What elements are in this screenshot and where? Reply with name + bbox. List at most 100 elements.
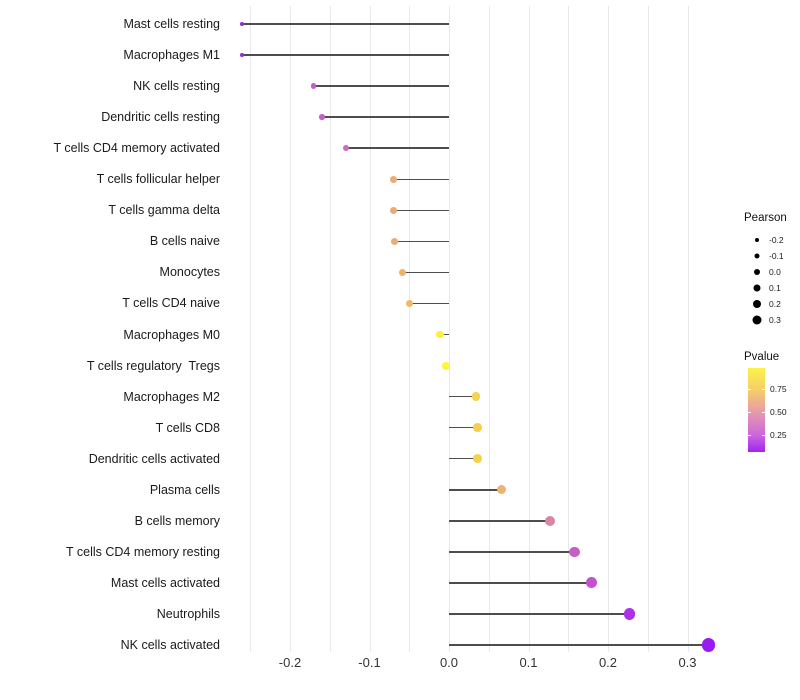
row-label: T cells follicular helper bbox=[96, 172, 220, 187]
legend-pvalue: Pvalue 0.75 0.50 0.25 bbox=[744, 351, 800, 452]
gridline bbox=[290, 6, 291, 652]
row-label: NK cells resting bbox=[133, 79, 220, 94]
x-tick-label: 0.3 bbox=[678, 655, 697, 670]
gridline bbox=[250, 6, 252, 652]
lollipop-dot[interactable] bbox=[544, 515, 555, 526]
legend-size-item: 0.2 bbox=[744, 296, 800, 312]
row-label: T cells gamma delta bbox=[108, 203, 220, 218]
legend-size-label: -0.2 bbox=[769, 235, 784, 245]
gridline bbox=[608, 6, 609, 652]
lollipop-dot[interactable] bbox=[473, 454, 482, 463]
legend-size-item: 0.1 bbox=[744, 280, 800, 296]
lollipop-stem bbox=[402, 271, 449, 274]
legend-size-item: 0.0 bbox=[744, 264, 800, 280]
legend-size-label: 0.1 bbox=[769, 283, 781, 293]
lollipop-dot[interactable] bbox=[391, 237, 399, 245]
lollipop-stem bbox=[393, 178, 449, 180]
lollipop-stem bbox=[449, 582, 592, 584]
lollipop-stem bbox=[313, 85, 449, 87]
lollipop-dot[interactable] bbox=[342, 145, 349, 152]
colorbar-tick bbox=[748, 389, 751, 390]
lollipop-dot[interactable] bbox=[405, 299, 413, 308]
x-tick-label: 0.1 bbox=[519, 655, 538, 670]
lollipop-dot[interactable] bbox=[240, 53, 245, 57]
legend-size-item: -0.2 bbox=[744, 232, 800, 248]
gridline bbox=[449, 6, 450, 652]
lollipop-stem bbox=[449, 551, 575, 553]
lollipop-stem bbox=[449, 489, 502, 491]
colorbar-tick bbox=[748, 435, 751, 437]
lollipop-dot[interactable] bbox=[399, 268, 407, 276]
gridline bbox=[409, 6, 411, 652]
lollipop-dot[interactable] bbox=[319, 114, 325, 120]
gridline bbox=[647, 6, 649, 652]
gridline bbox=[369, 6, 371, 652]
legend-size-label: 0.0 bbox=[769, 267, 781, 277]
row-label: T cells regulatory Tregs bbox=[86, 358, 220, 373]
lollipop-dot[interactable] bbox=[569, 546, 580, 558]
row-label: Monocytes bbox=[159, 265, 220, 280]
lollipop-stem bbox=[321, 116, 449, 118]
lollipop-dot[interactable] bbox=[441, 361, 450, 370]
lollipop-stem bbox=[449, 395, 477, 398]
legend-size-dot bbox=[753, 300, 761, 308]
legend-size-item: -0.1 bbox=[744, 248, 800, 264]
legend-size-dot bbox=[754, 269, 760, 275]
gridline bbox=[528, 6, 530, 652]
row-label: Mast cells resting bbox=[123, 17, 220, 31]
colorbar-tick-label: 0.75 bbox=[770, 384, 787, 394]
legend-size-dot bbox=[755, 238, 759, 242]
gridline bbox=[329, 6, 331, 652]
x-tick-label: -0.2 bbox=[278, 655, 302, 670]
lollipop-stem bbox=[449, 457, 478, 460]
lollipop-dot[interactable] bbox=[389, 175, 397, 183]
legend-pearson-title: Pearson bbox=[744, 212, 787, 224]
lollipop-dot[interactable] bbox=[311, 83, 317, 89]
row-label: Dendritic cells activated bbox=[88, 451, 220, 466]
legend-size-label: 0.3 bbox=[769, 315, 781, 325]
lollipop-dot[interactable] bbox=[701, 638, 715, 652]
lollipop-dot[interactable] bbox=[496, 485, 506, 495]
row-label: T cells CD4 naive bbox=[122, 296, 220, 311]
legend-pearson: Pearson -0.2 -0.1 0.0 0.1 0.2 0.3 bbox=[744, 212, 800, 328]
lollipop-stem bbox=[449, 520, 550, 522]
colorbar-tick bbox=[762, 412, 765, 414]
lollipop-stem bbox=[345, 147, 449, 149]
lollipop-dot[interactable] bbox=[389, 206, 397, 214]
row-label: Plasma cells bbox=[149, 482, 220, 497]
legend-size-dot bbox=[754, 253, 760, 259]
row-label: T cells CD4 memory activated bbox=[53, 141, 221, 156]
lollipop-dot[interactable] bbox=[436, 330, 445, 339]
lollipop-stem bbox=[394, 240, 449, 243]
row-label: T cells CD4 memory resting bbox=[66, 544, 220, 559]
legend-size-item: 0.3 bbox=[744, 312, 800, 328]
row-label: NK cells activated bbox=[120, 638, 220, 652]
row-label: Mast cells activated bbox=[110, 575, 220, 590]
row-label: Macrophages M0 bbox=[123, 327, 220, 342]
lollipop-dot[interactable] bbox=[471, 392, 481, 401]
lollipop-stem bbox=[242, 23, 449, 25]
gridline bbox=[687, 6, 689, 652]
colorbar-tick bbox=[748, 412, 751, 414]
legend-size-dot bbox=[752, 315, 762, 325]
legend-pvalue-title: Pvalue bbox=[744, 351, 780, 363]
gridline bbox=[568, 6, 570, 652]
row-label: T cells CD8 bbox=[155, 420, 220, 435]
lollipop-stem bbox=[449, 644, 709, 646]
x-tick-label: 0.2 bbox=[598, 655, 618, 670]
lollipop-dot[interactable] bbox=[240, 22, 245, 26]
pvalue-colorbar bbox=[748, 368, 765, 452]
lollipop-dot[interactable] bbox=[585, 577, 597, 589]
colorbar-tick-label: 0.50 bbox=[770, 407, 787, 418]
lollipop-stem bbox=[440, 333, 449, 336]
row-label: B cells memory bbox=[134, 513, 220, 528]
lollipop-stem bbox=[449, 426, 478, 429]
lollipop-stem bbox=[393, 209, 449, 212]
lollipop-dot[interactable] bbox=[623, 608, 636, 620]
row-label: Dendritic cells resting bbox=[101, 110, 220, 125]
lollipop-stem bbox=[449, 613, 630, 615]
legend-size-dot bbox=[753, 284, 761, 292]
lollipop-dot[interactable] bbox=[473, 423, 482, 432]
row-label: Macrophages M2 bbox=[123, 389, 220, 404]
